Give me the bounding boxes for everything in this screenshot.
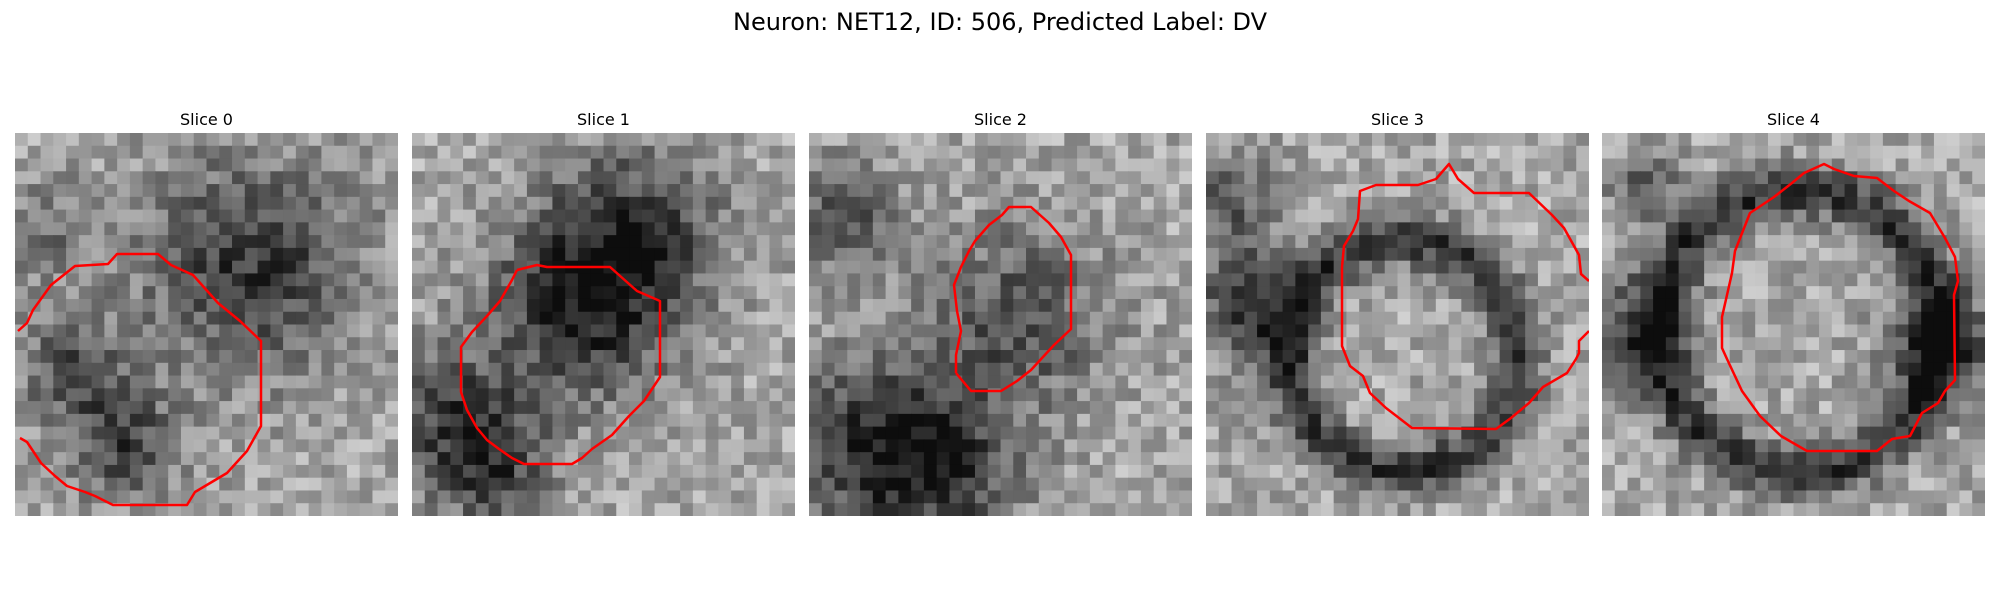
roi-contour bbox=[952, 205, 1073, 393]
slice-panel-3: Slice 3 bbox=[1206, 108, 1589, 516]
slice-image bbox=[1206, 133, 1589, 516]
slice-panel-4: Slice 4 bbox=[1602, 108, 1985, 516]
roi-contour bbox=[1340, 162, 1589, 431]
figure-title: Neuron: NET12, ID: 506, Predicted Label:… bbox=[732, 8, 1268, 36]
slice-image bbox=[15, 133, 398, 516]
slice-title: Slice 4 bbox=[1767, 110, 1820, 129]
slice-title: Slice 0 bbox=[180, 110, 233, 129]
slice-panel-0: Slice 0 bbox=[15, 108, 398, 516]
pixel-grid bbox=[412, 133, 795, 516]
slice-panel-1: Slice 1 bbox=[412, 108, 795, 516]
roi-contour bbox=[1720, 162, 1960, 453]
pixel-grid bbox=[1602, 133, 1985, 516]
pixel-grid bbox=[15, 133, 398, 516]
slice-title: Slice 1 bbox=[577, 110, 630, 129]
slice-image bbox=[1602, 133, 1985, 516]
pixel-grid bbox=[1206, 133, 1589, 516]
slice-image bbox=[412, 133, 795, 516]
slice-title: Slice 3 bbox=[1371, 110, 1424, 129]
roi-contour bbox=[459, 263, 662, 466]
slice-image bbox=[809, 133, 1192, 516]
roi-contour bbox=[17, 252, 263, 507]
slice-panel-2: Slice 2 bbox=[809, 108, 1192, 516]
slice-title: Slice 2 bbox=[974, 110, 1027, 129]
pixel-grid bbox=[809, 133, 1192, 516]
